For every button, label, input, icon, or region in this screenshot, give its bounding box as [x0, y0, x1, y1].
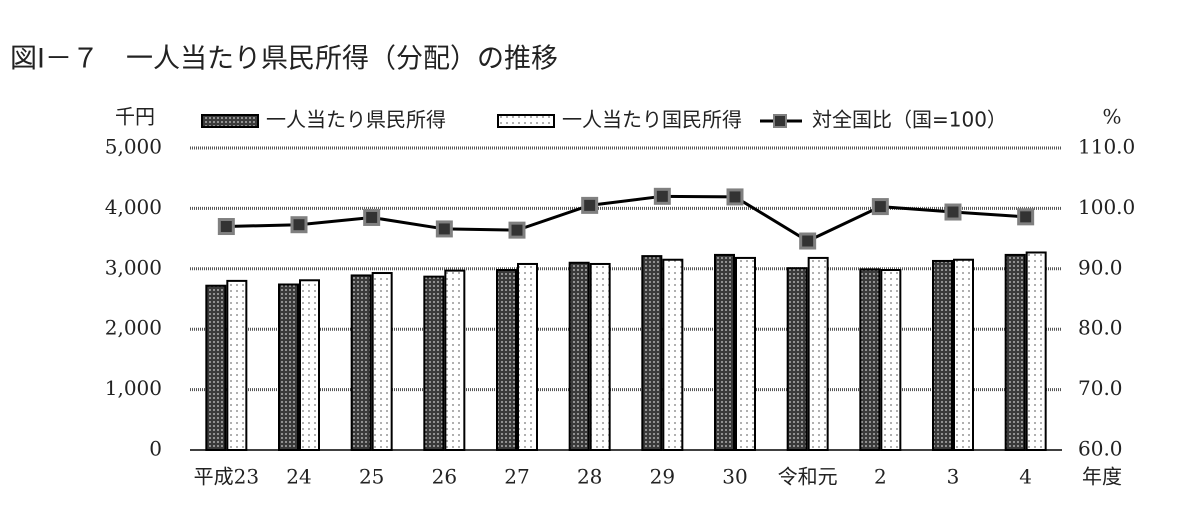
y2-tick-label: 100.0: [1078, 195, 1135, 219]
bar: [350, 274, 372, 451]
bar: [880, 269, 902, 451]
y2-tick-label: 70.0: [1078, 376, 1123, 400]
y-tick-label: 2,000: [105, 316, 162, 340]
bar: [299, 279, 320, 451]
line-marker: [508, 221, 526, 239]
bar: [641, 255, 663, 451]
line-marker: [944, 203, 962, 221]
line-marker: [799, 232, 817, 250]
y-axis-label: 千円: [115, 105, 155, 129]
line-marker: [871, 198, 889, 216]
x-tick-label: 28: [577, 465, 602, 489]
bar: [953, 258, 974, 451]
y-tick-label: 0: [149, 437, 162, 461]
x-tick-label: 24: [286, 465, 311, 489]
x-tick-label: 29: [650, 465, 675, 489]
bar: [807, 256, 829, 452]
line-marker: [363, 208, 381, 226]
line-marker: [726, 188, 744, 206]
x-tick-label: 27: [504, 465, 529, 489]
legend-label: 一人当たり県民所得: [266, 108, 446, 132]
bar: [1025, 251, 1047, 451]
bar: [371, 272, 393, 452]
bar: [735, 256, 756, 452]
legend-label: 一人当たり国民所得: [562, 108, 742, 132]
y-tick-label: 4,000: [105, 195, 162, 219]
bar: [714, 253, 735, 451]
bar: [444, 269, 466, 451]
y2-axis-label: %: [1102, 105, 1121, 129]
x-tick-label: 平成23: [194, 465, 259, 489]
bar: [932, 259, 953, 451]
y2-tick-label: 110.0: [1078, 135, 1135, 159]
bar: [226, 279, 248, 451]
legend-swatch: [201, 114, 259, 128]
bar: [423, 275, 445, 452]
y-tick-label: 1,000: [105, 376, 162, 400]
line-marker: [581, 196, 599, 214]
line: [226, 194, 1026, 243]
bar: [205, 284, 227, 451]
y2-tick-label: 60.0: [1078, 437, 1123, 461]
x-axis-label: 年度: [1082, 465, 1122, 489]
chart-title: 図Ⅰ－７ 一人当たり県民所得（分配）の推移: [10, 44, 558, 75]
bar: [1004, 253, 1026, 451]
x-tick-label: 令和元: [778, 465, 838, 489]
line-marker: [1017, 208, 1035, 226]
bar: [859, 268, 881, 451]
bar: [589, 262, 611, 451]
line-marker: [217, 218, 235, 236]
x-tick-label: 3: [947, 465, 960, 489]
bar: [496, 269, 517, 451]
y2-tick-label: 80.0: [1078, 316, 1123, 340]
y-tick-label: 5,000: [105, 135, 162, 159]
y-tick-label: 3,000: [105, 255, 162, 279]
x-tick-label: 30: [722, 465, 747, 489]
line-marker: [435, 220, 453, 238]
legend-swatch: [497, 114, 555, 128]
bar: [662, 258, 684, 451]
bar: [278, 283, 299, 451]
x-tick-label: 26: [432, 465, 457, 489]
line-marker: [653, 187, 671, 205]
legend-label: 対全国比（国=100）: [812, 108, 1007, 132]
x-tick-label: 2: [874, 465, 887, 489]
x-tick-label: 4: [1019, 465, 1032, 489]
x-tick-label: 25: [359, 465, 384, 489]
bar: [568, 261, 590, 452]
legend-swatch: [773, 114, 787, 128]
bar: [517, 262, 538, 451]
bar: [786, 267, 808, 452]
y2-tick-label: 90.0: [1078, 255, 1123, 279]
line-marker: [290, 216, 308, 234]
